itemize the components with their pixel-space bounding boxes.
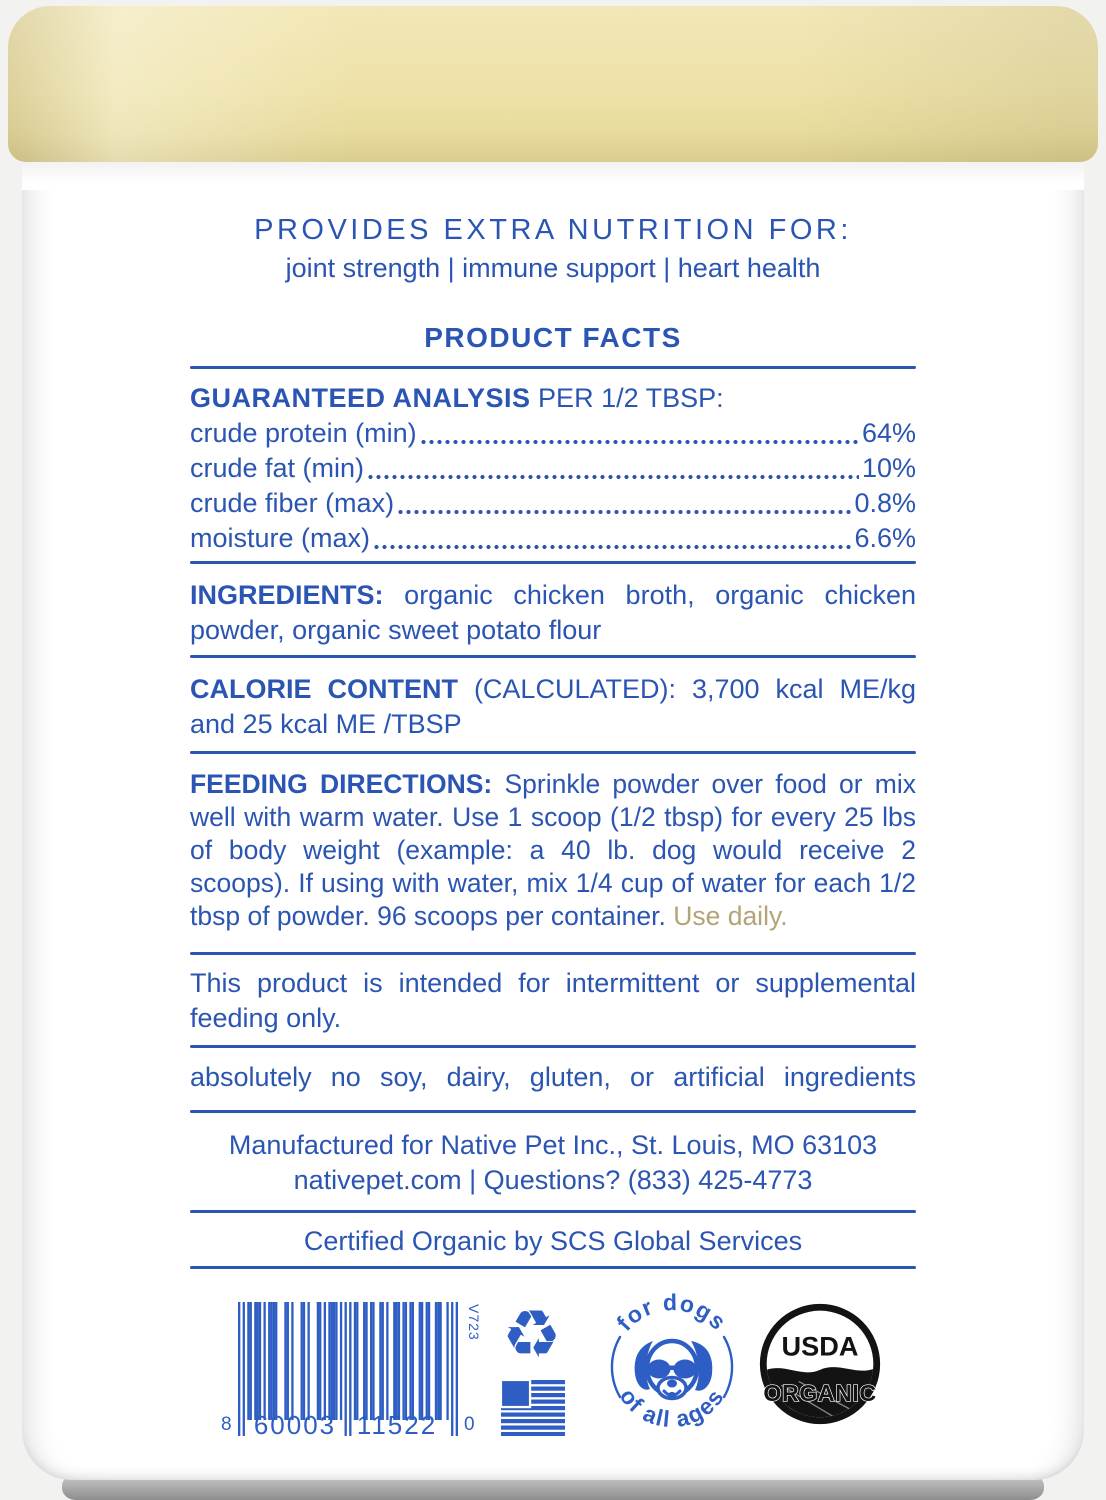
divider xyxy=(190,1110,916,1113)
upc-barcode: 8 60003 11522 0 V723 xyxy=(221,1302,482,1450)
stamp-top-text: for dogs xyxy=(611,1292,731,1336)
divider xyxy=(190,655,916,658)
barcode-left-digit: 8 xyxy=(221,1414,232,1435)
dog-with-sunglasses-icon xyxy=(634,1338,713,1401)
divider xyxy=(190,1266,916,1269)
divider xyxy=(190,366,916,369)
analysis-label: moisture (max) xyxy=(190,523,371,553)
divider xyxy=(190,1045,916,1048)
calorie-label: CALORIE CONTENT xyxy=(190,674,458,704)
provides-title: PROVIDES EXTRA NUTRITION FOR: xyxy=(254,214,852,246)
table-row: moisture (max) 6.6% xyxy=(190,523,916,558)
barcode-version-code: V723 xyxy=(466,1304,482,1341)
table-row: crude fat (min) 10% xyxy=(190,453,916,488)
ingredients-paragraph: INGREDIENTS: organic chicken broth, orga… xyxy=(190,578,916,648)
barcode-bars xyxy=(238,1302,458,1436)
for-dogs-of-all-ages-stamp: for dogs of all ages xyxy=(610,1292,734,1432)
divider xyxy=(190,751,916,754)
divider xyxy=(190,1210,916,1213)
divider xyxy=(190,952,916,955)
certified-organic-line: Certified Organic by SCS Global Services xyxy=(303,1226,803,1256)
no-fillers-notice: absolutely no soy, dairy, gluten, or art… xyxy=(190,1062,916,1092)
feeding-directions-paragraph: FEEDING DIRECTIONS: Sprinkle powder over… xyxy=(190,768,916,933)
usda-text: USDA xyxy=(782,1330,859,1361)
analysis-value: 64% xyxy=(861,418,916,448)
divider xyxy=(190,561,916,564)
analysis-label: crude fat (min) xyxy=(190,453,365,483)
calorie-content-paragraph: CALORIE CONTENT (CALCULATED): 3,700 kcal… xyxy=(190,672,916,742)
analysis-value: 10% xyxy=(861,453,916,483)
stamp-right-arc xyxy=(722,1335,734,1399)
barcode-group-1: 60003 xyxy=(253,1410,337,1440)
guaranteed-analysis-heading: GUARANTEED ANALYSIS PER 1/2 TBSP: xyxy=(190,383,916,414)
intermittent-feeding-notice: This product is intended for intermitten… xyxy=(190,968,916,1033)
recycle-icon: ♻ xyxy=(502,1296,562,1373)
container-body xyxy=(22,148,1084,1480)
barcode-right-digit: 0 xyxy=(464,1414,475,1435)
provides-subtitle: joint strength | immune support | heart … xyxy=(285,253,821,283)
ingredients-text: organic chicken broth, organic chicken p… xyxy=(190,580,916,645)
dot-leader xyxy=(419,438,859,446)
usda-organic-seal: USDA ORGANIC xyxy=(759,1303,881,1425)
barcode-group-2: 11522 xyxy=(356,1410,438,1440)
svg-text:for dogs: for dogs xyxy=(611,1292,732,1336)
dot-leader xyxy=(397,508,852,516)
organic-text: ORGANIC xyxy=(763,1380,876,1406)
us-flag-icon xyxy=(501,1380,565,1436)
guaranteed-analysis-table: crude protein (min) 64% crude fat (min) … xyxy=(190,418,916,558)
analysis-label: crude protein (min) xyxy=(190,418,417,448)
table-row: crude protein (min) 64% xyxy=(190,418,916,453)
manufacturer-line: Manufactured for Native Pet Inc., St. Lo… xyxy=(228,1130,878,1160)
table-row: crude fiber (max) 0.8% xyxy=(190,488,916,523)
feeding-directions-text: Sprinkle powder over food or mix well wi… xyxy=(190,769,916,931)
container-lid xyxy=(8,6,1098,162)
use-daily-note: Use daily. xyxy=(673,901,788,931)
dot-leader xyxy=(367,473,859,481)
contact-line: nativepet.com | Questions? (833) 425-477… xyxy=(293,1165,813,1195)
manufacturer-block: Manufactured for Native Pet Inc., St. Lo… xyxy=(190,1128,916,1198)
ingredients-label: INGREDIENTS: xyxy=(190,580,384,610)
analysis-value: 6.6% xyxy=(854,523,916,553)
product-facts-title: PRODUCT FACTS xyxy=(424,322,682,353)
guaranteed-analysis-heading-rest: PER 1/2 TBSP: xyxy=(530,383,724,413)
stamp-left-arc xyxy=(610,1335,622,1399)
analysis-label: crude fiber (max) xyxy=(190,488,395,518)
analysis-value: 0.8% xyxy=(854,488,916,518)
calorie-label-rest: (CALCULATED): xyxy=(473,674,676,704)
guaranteed-analysis-heading-bold: GUARANTEED ANALYSIS xyxy=(190,383,531,413)
calorie-text: 3,700 kcal ME/kg and 25 kcal ME /TBSP xyxy=(190,674,916,739)
dot-leader xyxy=(373,543,852,551)
feeding-directions-label: FEEDING DIRECTIONS: xyxy=(190,769,493,799)
